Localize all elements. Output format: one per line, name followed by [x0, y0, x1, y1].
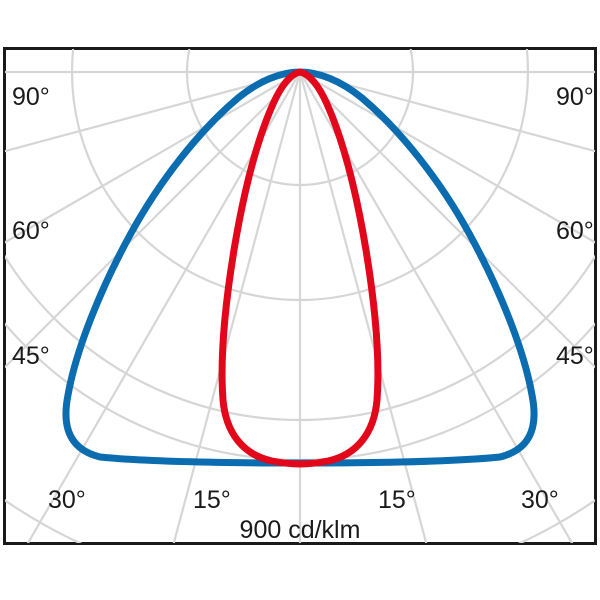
angle-label-left-45: 45° — [12, 342, 50, 370]
angle-label-left-15: 15° — [193, 486, 231, 514]
grid-spoke-l45 — [5, 70, 302, 369]
angle-label-left-60: 60° — [12, 217, 50, 245]
angle-label-right-45: 45° — [556, 342, 594, 370]
angle-label-right-60: 60° — [556, 217, 594, 245]
grid-spoke-l15 — [172, 70, 302, 543]
curve-c0-c180 — [62, 68, 538, 467]
angle-label-left-90: 90° — [12, 83, 50, 111]
grid-spoke-r15 — [298, 70, 428, 543]
scale-label: 900 cd/klm — [239, 516, 361, 544]
angle-label-right-30: 30° — [521, 486, 559, 514]
angle-label-left-30: 30° — [48, 486, 86, 514]
angle-label-right-15: 15° — [378, 486, 416, 514]
grid-spoke-r45 — [298, 70, 595, 369]
curve-c90-c270 — [218, 68, 382, 468]
grid-spoke-r75 — [298, 70, 595, 153]
grid-spoke-l75 — [5, 70, 302, 153]
angle-label-right-90: 90° — [556, 83, 594, 111]
